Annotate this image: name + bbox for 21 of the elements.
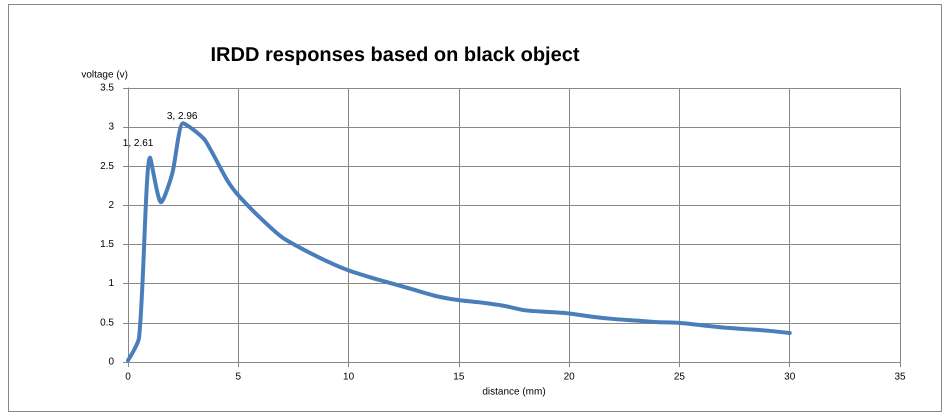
x-tick-label: 25 xyxy=(674,372,686,382)
y-tick-label: 2.5 xyxy=(100,160,114,172)
y-tick-label: 1 xyxy=(108,278,114,290)
x-tick-label: 30 xyxy=(784,372,796,382)
x-tick-label: 0 xyxy=(125,372,132,382)
y-tick-label: 1.5 xyxy=(100,239,114,250)
x-tick-label: 35 xyxy=(894,372,906,382)
x-axis-title: distance (mm) xyxy=(482,386,546,398)
data-label: 1, 2.61 xyxy=(122,138,154,150)
x-tick-label: 10 xyxy=(343,372,355,382)
x-tick-label: 5 xyxy=(236,372,242,382)
y-tick-label: 3 xyxy=(108,122,114,133)
y-tick-label: 3.5 xyxy=(100,82,114,94)
x-tick-label: 15 xyxy=(453,372,465,382)
y-tick-label: 0 xyxy=(108,356,114,368)
data-label: 3, 2.96 xyxy=(166,110,198,122)
y-tick-label: 2 xyxy=(108,200,114,211)
y-axis-title: voltage (v) xyxy=(81,70,128,80)
x-tick-label: 20 xyxy=(564,372,576,382)
y-tick-label: 0.5 xyxy=(100,317,114,328)
chart-title: IRDD responses based on black object xyxy=(210,44,580,66)
